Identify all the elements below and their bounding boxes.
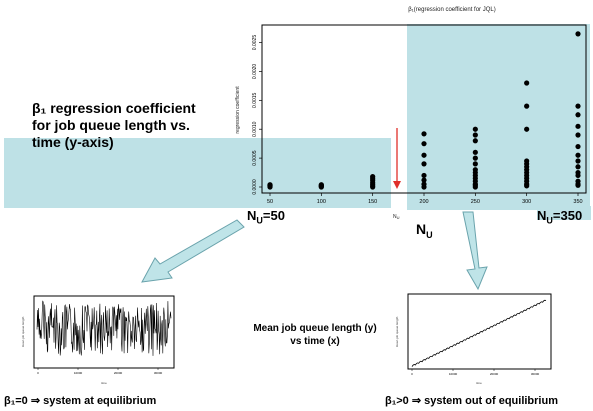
- right-plot-x-ticks: 0 10000 20000 30000: [411, 369, 540, 376]
- scatter-y-label: regression coefficient: [235, 86, 241, 134]
- scatter-point: [421, 161, 427, 167]
- mean-description: Mean job queue length (y) vs time (x): [222, 322, 408, 348]
- scatter-point: [575, 112, 581, 118]
- x-tick-label: 300: [522, 199, 531, 205]
- scatter-point: [421, 141, 427, 147]
- scatter-x-label: NU: [393, 214, 400, 220]
- scatter-point: [472, 161, 478, 167]
- highlight-right: [407, 24, 590, 210]
- x-tick-label: 200: [419, 199, 428, 205]
- scatter-point: [472, 126, 478, 132]
- arrow-to-left-plot: [141, 219, 245, 283]
- small-x-tick-label: 0: [411, 372, 413, 376]
- scatter-point: [472, 155, 478, 161]
- small-x-tick-label: 20000: [490, 372, 499, 376]
- scatter-title: β₁(regression coefficient for JQL): [408, 7, 495, 13]
- x-tick-label: 50: [267, 199, 273, 205]
- y-tick-label: 0.0010: [252, 121, 258, 137]
- left-plot-x-ticks: 0 10000 20000 30000: [37, 368, 163, 375]
- scatter-point: [524, 103, 530, 109]
- scatter-point: [524, 183, 530, 189]
- scatter-x-ticks: 50 100 150 200 250 300 350: [267, 193, 583, 205]
- y-tick-label: 0.0000: [252, 179, 258, 195]
- y-tick-label: 0.0005: [252, 150, 258, 166]
- scatter-point: [472, 132, 478, 138]
- red-arrow-head: [393, 181, 401, 189]
- left-plot-y-label: mean job queue length: [21, 316, 25, 347]
- arrow-to-right-plot: [462, 211, 488, 291]
- scatter-point: [575, 31, 581, 37]
- right-plot-series: [411, 299, 547, 367]
- small-x-tick-label: 30000: [531, 372, 540, 376]
- right-plot-x-label: time: [476, 381, 482, 385]
- scatter-point: [318, 184, 324, 190]
- beta-line-1: β₁ regression coefficient: [32, 100, 196, 116]
- scatter-point: [575, 152, 581, 158]
- left-plot-x-label: time: [101, 381, 107, 385]
- left-plot-frame: [33, 295, 175, 369]
- scatter-point: [370, 184, 376, 190]
- scatter-points: [267, 31, 581, 190]
- scatter-point: [421, 131, 427, 137]
- highlight-right-lower: [537, 206, 591, 220]
- small-x-tick-label: 10000: [449, 372, 458, 376]
- scatter-point: [524, 126, 530, 132]
- left-plot-series: [36, 300, 172, 356]
- nu-350-label: NU=350: [537, 208, 583, 226]
- mean-line-1: Mean job queue length (y): [253, 323, 377, 334]
- scatter-point: [575, 182, 581, 188]
- small-x-tick-label: 20000: [114, 371, 123, 375]
- scatter-y-ticks: 0.0000 0.0005 0.0010 0.0015 0.0020 0.0025: [252, 35, 262, 195]
- scatter-point: [575, 143, 581, 150]
- caption-out-of-equilibrium: β₁>0 ⇒ system out of equilibrium: [385, 395, 558, 407]
- nu-center-label: NU: [416, 221, 433, 240]
- scatter-point: [421, 184, 427, 190]
- x-tick-label: 350: [573, 199, 582, 205]
- small-x-tick-label: 30000: [154, 371, 163, 375]
- scatter-point: [575, 123, 581, 129]
- scatter-point: [575, 164, 581, 170]
- x-tick-label: 100: [317, 199, 326, 205]
- scatter-point: [472, 184, 478, 190]
- x-tick-label: 250: [471, 199, 480, 205]
- x-tick-label: 150: [368, 199, 377, 205]
- mean-line-2: vs time (x): [290, 336, 340, 347]
- beta-description: β₁ regression coefficient for job queue …: [32, 100, 232, 151]
- scatter-point: [421, 152, 427, 158]
- scatter-point: [472, 149, 478, 155]
- right-plot-y-label: mean job queue length: [395, 316, 399, 347]
- caption-equilibrium: β₁=0 ⇒ system at equilibrium: [4, 395, 157, 407]
- scatter-point: [524, 80, 530, 86]
- scatter-point: [421, 177, 427, 183]
- y-tick-label: 0.0020: [252, 64, 258, 80]
- beta-line-2: for job queue length vs.: [32, 117, 190, 133]
- scatter-point: [575, 158, 581, 164]
- right-plot-frame: [407, 293, 552, 370]
- scatter-point: [575, 103, 581, 109]
- scatter-point: [472, 138, 478, 144]
- scatter-point: [370, 175, 376, 181]
- scatter-point: [267, 183, 273, 189]
- highlight-left: [4, 138, 391, 208]
- scatter-point: [575, 132, 581, 138]
- beta-line-3: time (y-axis): [32, 134, 114, 150]
- small-x-tick-label: 0: [37, 371, 39, 375]
- scatter-point: [421, 172, 427, 179]
- nu-50-label: NU=50: [247, 208, 285, 226]
- y-tick-label: 0.0015: [252, 92, 258, 108]
- small-x-tick-label: 10000: [74, 371, 83, 375]
- scatter-point: [575, 172, 581, 179]
- y-tick-label: 0.0025: [252, 35, 258, 51]
